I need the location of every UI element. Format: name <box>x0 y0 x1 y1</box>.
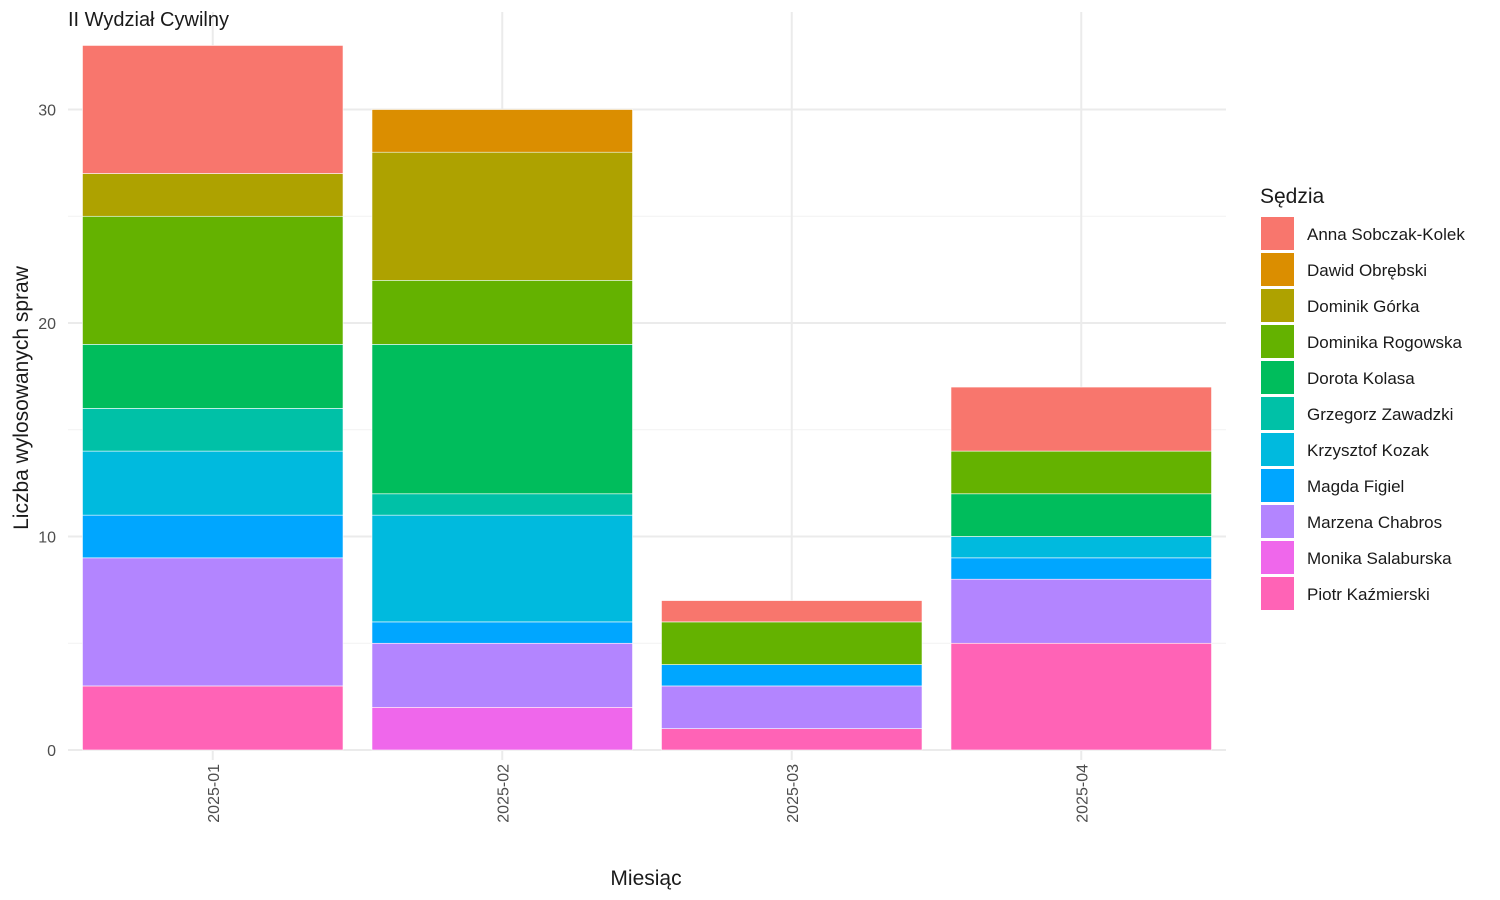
bar-segment <box>371 514 633 623</box>
bar-segment <box>82 450 344 516</box>
legend-label: Marzena Chabros <box>1307 513 1442 532</box>
y-tick-label: 10 <box>38 530 56 547</box>
legend-key <box>1261 397 1294 430</box>
legend-title: Sędzia <box>1260 185 1325 208</box>
legend-label: Grzegorz Zawadzki <box>1307 405 1453 424</box>
y-tick-label: 0 <box>47 743 56 760</box>
legend-label: Magda Figiel <box>1307 477 1404 496</box>
legend-key <box>1261 469 1294 502</box>
legend-key <box>1261 289 1294 322</box>
bar-segment <box>661 600 923 623</box>
bar-segment <box>950 557 1212 580</box>
y-tick-label: 30 <box>38 103 56 120</box>
bar-segment <box>371 706 633 751</box>
legend-key <box>1261 577 1294 610</box>
y-axis-label: Liczba wylosowanych spraw <box>10 265 33 530</box>
legend-label: Dominika Rogowska <box>1307 333 1462 352</box>
bar-segment <box>371 279 633 345</box>
legend-label: Monika Salaburska <box>1307 549 1452 568</box>
bar-segment <box>371 642 633 708</box>
bar-segment <box>950 450 1212 495</box>
bar-segment <box>661 621 923 665</box>
legend-key <box>1261 325 1294 358</box>
y-axis-ticks: 0 10 20 30 <box>38 103 56 761</box>
legend-key <box>1261 361 1294 394</box>
bar-segment <box>950 642 1212 751</box>
x-tick-label: 2025-02 <box>495 764 512 823</box>
legend-label: Dorota Kolasa <box>1307 369 1415 388</box>
legend-key <box>1261 253 1294 286</box>
bar-segment <box>82 344 344 409</box>
bar-segment <box>82 557 344 687</box>
legend-label: Piotr Kaźmierski <box>1307 585 1430 604</box>
y-tick-label: 20 <box>38 316 56 333</box>
bar-segment <box>371 109 633 153</box>
bars <box>82 45 1212 751</box>
x-tick-label: 2025-04 <box>1074 764 1091 823</box>
legend-label: Dominik Górka <box>1307 297 1420 316</box>
x-tick-label: 2025-03 <box>785 764 802 823</box>
bar-segment <box>82 408 344 452</box>
legend-key <box>1261 433 1294 466</box>
bar-segment <box>82 514 344 559</box>
bar-segment <box>661 664 923 687</box>
bar-segment <box>82 45 344 174</box>
bar-segment <box>82 173 344 217</box>
bar-segment <box>661 685 923 729</box>
bar-segment <box>371 493 633 516</box>
x-axis-label: Miesiąc <box>610 867 681 890</box>
legend: Sędzia Anna Sobczak-Kolek Dawid Obrębski D… <box>1260 185 1465 610</box>
bar-segment <box>950 386 1212 452</box>
legend-label: Anna Sobczak-Kolek <box>1307 225 1465 244</box>
bar-segment <box>371 344 633 495</box>
bar-segment <box>82 685 344 751</box>
bar-segment <box>82 215 344 345</box>
legend-key <box>1261 505 1294 538</box>
x-axis-ticks: 2025-01 2025-02 2025-03 2025-04 <box>206 764 1092 823</box>
bar-segment <box>371 151 633 281</box>
bar-segment <box>950 493 1212 537</box>
bar-segment <box>950 578 1212 644</box>
x-tick-label: 2025-01 <box>206 764 223 823</box>
bar-segment <box>950 536 1212 559</box>
legend-key <box>1261 217 1294 250</box>
legend-label: Dawid Obrębski <box>1307 261 1427 280</box>
legend-label: Krzysztof Kozak <box>1307 441 1429 460</box>
legend-key <box>1261 541 1294 574</box>
bar-segment <box>661 728 923 751</box>
bar-segment <box>371 621 633 644</box>
chart-title: II Wydział Cywilny <box>68 9 229 31</box>
